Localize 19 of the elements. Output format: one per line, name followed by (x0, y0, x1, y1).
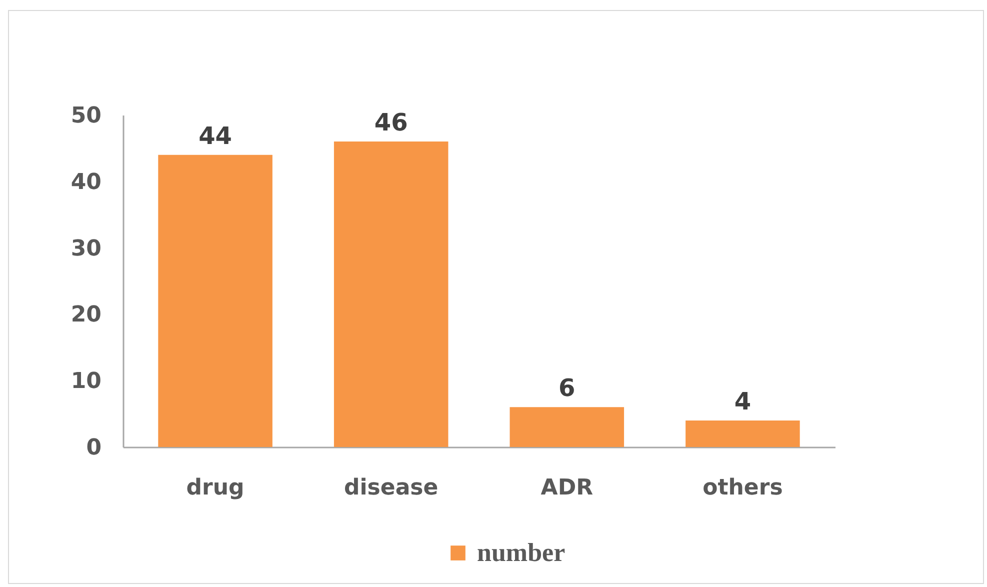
x-tick-label: others (702, 476, 783, 500)
y-tick-label: 40 (70, 170, 102, 195)
x-tick-label: disease (344, 476, 438, 500)
bar (334, 142, 448, 447)
x-tick-label: drug (186, 476, 244, 500)
bar (686, 420, 800, 447)
y-tick-label: 50 (70, 104, 102, 128)
legend-label: number (477, 538, 566, 567)
x-tick-label: ADR (540, 476, 594, 500)
bar (510, 407, 624, 447)
data-label: 46 (374, 108, 408, 137)
y-tick-label: 30 (70, 236, 102, 262)
y-tick-label: 0 (86, 436, 102, 460)
data-label: 4 (734, 387, 752, 416)
data-label: 6 (558, 374, 576, 402)
y-tick-label: 10 (70, 369, 102, 394)
bar (158, 154, 272, 447)
y-tick-label: 20 (70, 302, 102, 328)
data-label: 44 (198, 122, 232, 150)
